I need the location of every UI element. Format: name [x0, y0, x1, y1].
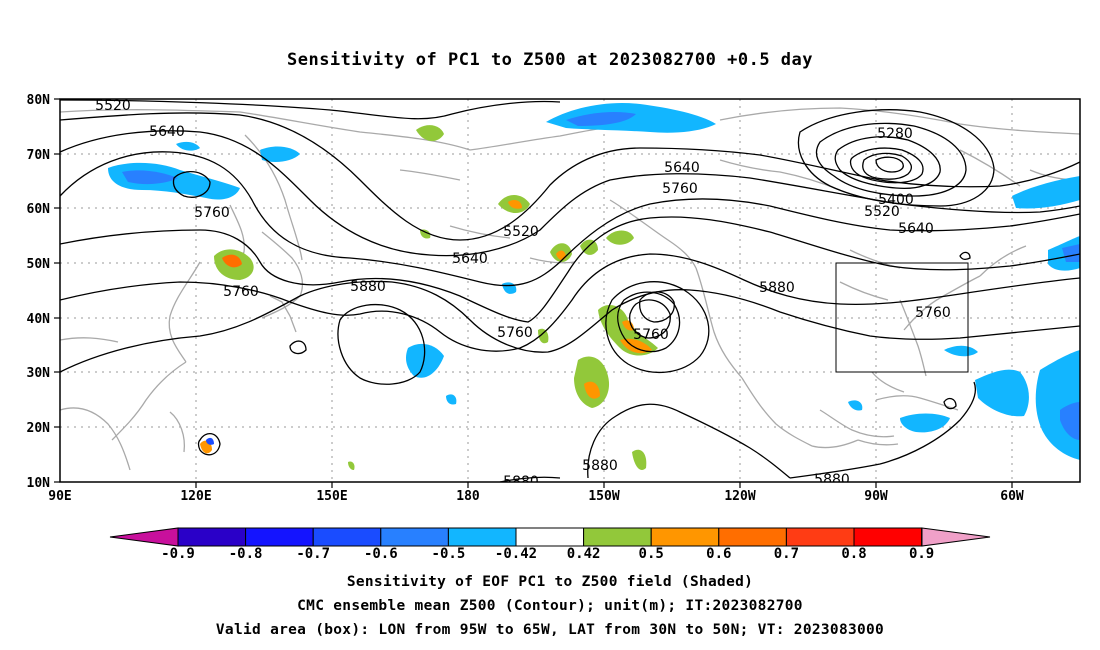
colorbar-segment: [312, 527, 382, 547]
lon-label: 150E: [316, 489, 347, 504]
colorbar-segment: [853, 527, 923, 547]
map-title: Sensitivity of PC1 to Z500 at 2023082700…: [286, 50, 813, 70]
contour-label: 5760: [497, 325, 533, 341]
positive-patch-subtropical: [574, 356, 610, 408]
colorbar-segment: [177, 527, 247, 547]
lon-label: 180: [456, 489, 480, 504]
negative-patch-northpole: [176, 141, 200, 151]
contour-label: 5880: [814, 472, 850, 488]
colorbar: -0.9 -0.8 -0.7 -0.6 -0.5 -0.42 0.42 0.5 0.6 0.7 0.…: [109, 527, 991, 562]
z500-contours: [60, 99, 1080, 482]
colorbar-label: 0.8: [841, 546, 866, 562]
colorbar-label: -0.9: [161, 546, 195, 562]
negative-patch-caribbean: [900, 413, 950, 433]
contour-label: 5760: [915, 305, 951, 321]
negative-patch-arctic: [546, 102, 716, 133]
contour-label: 5640: [452, 251, 488, 267]
positive-patch-gulf-alaska: [550, 230, 634, 262]
colorbar-label: -0.7: [296, 546, 330, 562]
lon-label: 120E: [180, 489, 211, 504]
negative-patch-pacific: [406, 343, 444, 378]
contour-label: 5760: [662, 181, 698, 197]
lat-label: 50N: [27, 257, 51, 272]
colorbar-segment: [380, 527, 449, 547]
contour-label: 5520: [95, 98, 131, 114]
colorbar-segment: [718, 527, 787, 547]
colorbar-label: 0.42: [567, 546, 601, 562]
plot-frame: [59, 98, 1081, 483]
colorbar-label: 0.5: [639, 546, 664, 562]
contour-label: 5880: [759, 280, 795, 296]
colorbar-label: -0.8: [229, 546, 263, 562]
colorbar-label: 0.7: [774, 546, 799, 562]
colorbar-segment: [583, 527, 652, 547]
negative-patch-atlantic: [944, 345, 1080, 460]
positive-patch-china: [214, 249, 254, 280]
latitude-labels: 80N 70N 60N 50N 40N 30N 20N 10N: [27, 93, 51, 491]
contour-label: 5760: [194, 205, 230, 221]
footer-line-2: CMC ensemble mean Z500 (Contour); unit(m…: [297, 598, 803, 614]
colorbar-label: 0.9: [909, 546, 934, 562]
colorbar-segment: [515, 527, 585, 547]
contour-label: 5880: [582, 458, 618, 474]
valid-area-box: [835, 262, 969, 373]
colorbar-high-arrow: [921, 527, 991, 547]
contour-labels: 5520 5640 5760 5280 5640 5760 5400 5520 …: [95, 98, 951, 490]
longitude-labels: 90E 120E 150E 180 150W 120W 90W 60W: [48, 489, 1024, 504]
contour-label: 5640: [898, 221, 934, 237]
contour-label: 5520: [503, 224, 539, 240]
lat-label: 20N: [27, 421, 51, 436]
contour-label: 5880: [350, 279, 386, 295]
positive-patch-bering: [498, 195, 530, 214]
negative-patch-kamchatka: [260, 146, 300, 162]
colorbar-label: -0.6: [364, 546, 398, 562]
colorbar-label: -0.5: [432, 546, 466, 562]
colorbar-label: -0.42: [495, 546, 537, 562]
positive-patch-philippines: [200, 437, 214, 454]
footer-line-1: Sensitivity of EOF PC1 to Z500 field (Sh…: [346, 574, 754, 590]
lon-label: 90E: [48, 489, 71, 504]
lon-label: 90W: [864, 489, 888, 504]
colorbar-low-arrow: [109, 527, 179, 547]
lat-label: 60N: [27, 202, 51, 217]
lon-label: 120W: [724, 489, 755, 504]
contour-label: 5520: [864, 204, 900, 220]
lon-label: 60W: [1000, 489, 1024, 504]
lon-label: 150W: [588, 489, 619, 504]
lat-label: 80N: [27, 93, 51, 108]
contour-label: 5880: [503, 474, 539, 490]
lat-label: 30N: [27, 366, 51, 381]
colorbar-segment: [785, 527, 855, 547]
colorbar-segment: [650, 527, 720, 547]
colorbar-label: 0.6: [706, 546, 731, 562]
colorbar-segment: [245, 527, 314, 547]
contour-label: 5760: [633, 327, 669, 343]
footer-line-3: Valid area (box): LON from 95W to 65W, L…: [215, 622, 885, 638]
contour-label: 5760: [223, 284, 259, 300]
axis-ticks: [54, 98, 1013, 488]
contour-label: 5280: [877, 126, 913, 142]
colorbar-segment: [447, 527, 517, 547]
lat-label: 10N: [27, 476, 51, 491]
coastlines: [60, 107, 1080, 471]
positive-patch-arctic-sea: [416, 125, 444, 142]
lat-label: 40N: [27, 312, 51, 327]
contour-label: 5640: [664, 160, 700, 176]
contour-label: 5400: [878, 192, 914, 208]
contour-label: 5640: [149, 124, 185, 140]
lat-label: 70N: [27, 148, 51, 163]
negative-patch-greenland: [1012, 176, 1080, 271]
